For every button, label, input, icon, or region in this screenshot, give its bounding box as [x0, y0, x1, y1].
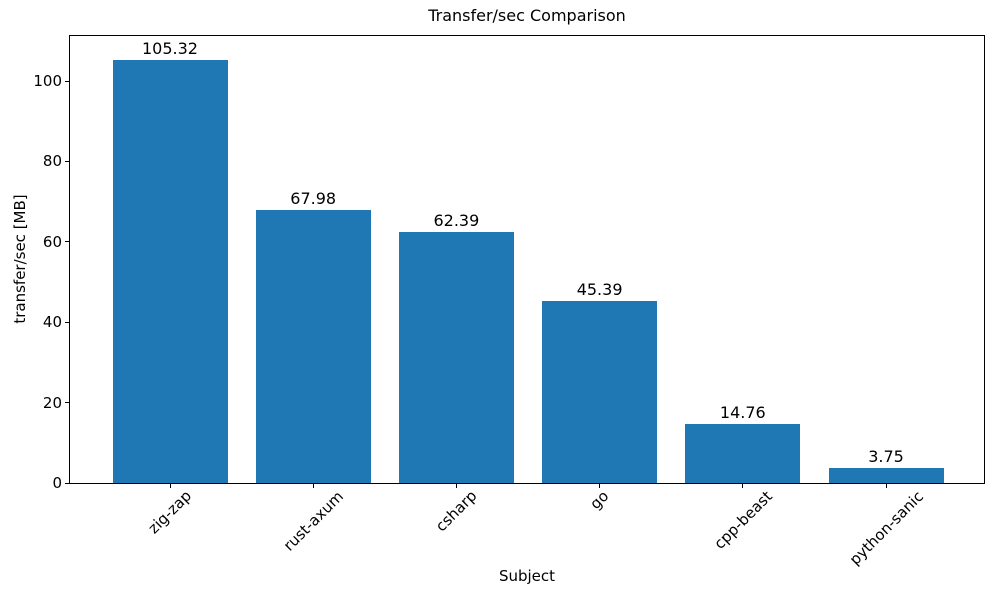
bar-value-label: 67.98 — [290, 189, 337, 208]
y-tick-label: 100 — [33, 72, 62, 90]
chart-title: Transfer/sec Comparison — [428, 6, 626, 25]
y-tick-mark — [65, 241, 69, 243]
x-tick-label-python-sanic: python-sanic — [845, 487, 927, 569]
y-tick-label: 20 — [42, 393, 62, 412]
bar-go — [542, 301, 658, 483]
x-tick-label-cpp-beast: cpp-beast — [710, 486, 776, 553]
x-tick-label-rust-axum: rust-axum — [279, 486, 347, 555]
x-tick-mark — [455, 484, 457, 488]
bar-value-label: 3.75 — [868, 447, 904, 466]
bar-csharp — [398, 232, 514, 483]
bar-value-label: 62.39 — [433, 211, 480, 230]
x-tick-mark — [169, 484, 171, 488]
y-tick-mark — [65, 402, 69, 404]
x-tick-mark — [599, 484, 601, 488]
plot-area — [69, 35, 985, 484]
y-tick-label: 60 — [42, 232, 62, 251]
x-tick-mark — [312, 484, 314, 488]
x-tick-label-csharp: csharp — [432, 486, 481, 536]
bar-python-sanic — [828, 468, 944, 483]
y-tick-mark — [65, 160, 69, 162]
x-tick-label-zig-zap: zig-zap — [144, 487, 196, 538]
y-tick-mark — [65, 482, 69, 484]
x-tick-label-go: go — [586, 487, 613, 514]
y-tick-label: 40 — [42, 313, 62, 332]
bar-value-label: 45.39 — [576, 280, 623, 299]
bar-zig-zap — [112, 60, 228, 483]
y-tick-label: 0 — [52, 474, 62, 492]
y-tick-label: 80 — [42, 152, 62, 171]
y-tick-mark — [65, 80, 69, 82]
y-axis-label: transfer/sec [MB] — [11, 194, 29, 324]
bar-value-label: 105.32 — [142, 39, 198, 58]
bar-value-label: 14.76 — [719, 403, 766, 422]
bar-cpp-beast — [685, 424, 801, 483]
x-axis-label: Subject — [498, 567, 556, 585]
x-tick-mark — [885, 484, 887, 488]
y-tick-mark — [65, 321, 69, 323]
bar-rust-axum — [255, 210, 371, 483]
x-tick-mark — [742, 484, 744, 488]
